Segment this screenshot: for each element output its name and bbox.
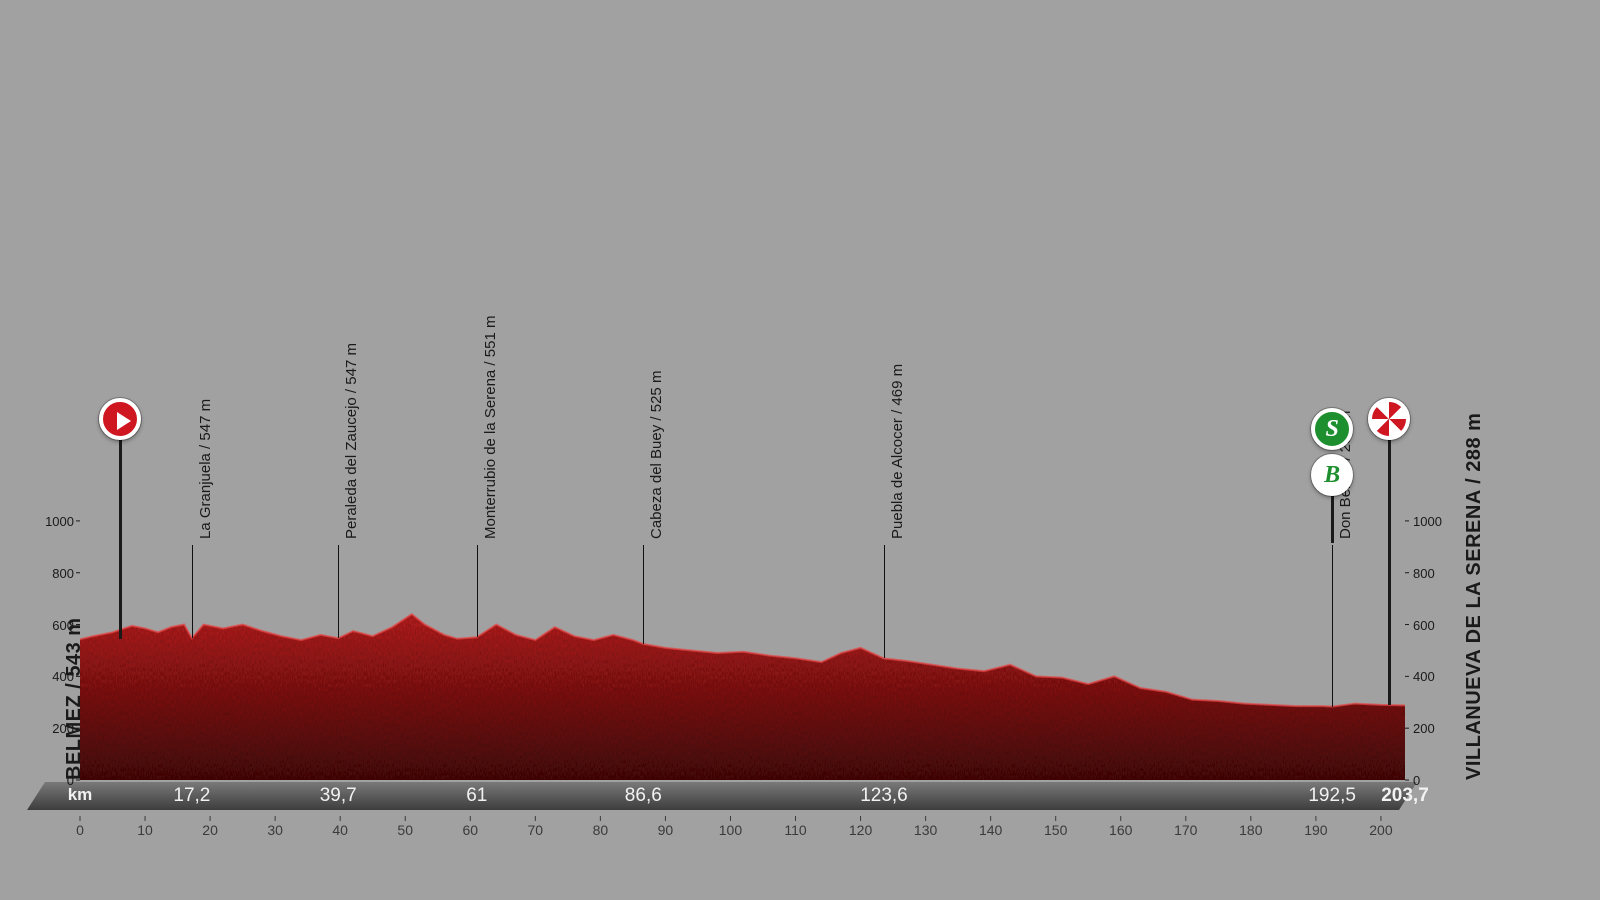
elevation-profile-chart: BELMEZ / 543 m VILLANUEVA DE LA SERENA /…: [0, 0, 1600, 900]
sprint-bonus-pin: SB: [1311, 408, 1353, 543]
x-tick: 120: [849, 822, 872, 838]
town-marker-line: [643, 545, 644, 644]
x-tick: 110: [784, 822, 806, 838]
x-tick: 30: [267, 822, 283, 838]
y-tick-right: 1000: [1413, 514, 1442, 529]
sprint-icon: S: [1311, 408, 1353, 450]
y-tick-right: 800: [1413, 566, 1435, 581]
km-band-marker: 17,2: [173, 785, 210, 807]
x-tick: 180: [1239, 822, 1262, 838]
x-tick: 140: [979, 822, 1002, 838]
town-label: Peraleda del Zaucejo / 547 m: [343, 343, 360, 539]
start-label: BELMEZ / 543 m: [63, 617, 86, 780]
x-tick: 190: [1304, 822, 1327, 838]
pin-stick: [1388, 440, 1391, 705]
x-tick: 90: [658, 822, 674, 838]
y-tick-left: 400: [52, 669, 74, 684]
finish-pin: [1368, 398, 1410, 705]
x-tick: 200: [1369, 822, 1392, 838]
town-marker-line: [1332, 545, 1333, 707]
x-tick: 100: [719, 822, 742, 838]
y-tick-left: 600: [52, 618, 74, 633]
start-pin: [99, 398, 141, 639]
km-band-marker: 86,6: [625, 785, 662, 807]
x-tick: 50: [397, 822, 413, 838]
town-marker-line: [338, 545, 339, 638]
x-tick: 10: [137, 822, 153, 838]
town-marker-line: [884, 545, 885, 658]
pin-stick: [119, 440, 122, 639]
finish-label: VILLANUEVA DE LA SERENA / 288 m: [1463, 413, 1486, 780]
x-tick: 0: [76, 822, 84, 838]
start-icon: [99, 398, 141, 440]
x-tick: 60: [462, 822, 478, 838]
y-tick-left: 200: [52, 721, 74, 736]
town-label: Cabeza del Buey / 525 m: [648, 371, 665, 539]
km-band-marker: 61: [466, 785, 487, 807]
finish-icon: [1368, 398, 1410, 440]
x-tick: 130: [914, 822, 937, 838]
km-band-marker: 192,5: [1308, 785, 1356, 807]
x-tick: 70: [528, 822, 544, 838]
town-marker-line: [192, 545, 193, 638]
x-tick: 160: [1109, 822, 1132, 838]
town-label: Monterrubio de la Serena / 551 m: [482, 316, 499, 539]
km-band-marker: 123,6: [860, 785, 908, 807]
y-tick-left: 1000: [45, 514, 74, 529]
y-tick-right: 600: [1413, 618, 1435, 633]
km-band-marker: 203,7: [1381, 785, 1429, 807]
town-label: Puebla de Alcocer / 469 m: [889, 364, 906, 539]
pin-stick: [1331, 496, 1334, 543]
x-tick: 80: [593, 822, 609, 838]
x-tick: 20: [202, 822, 218, 838]
y-tick-right: 400: [1413, 669, 1435, 684]
x-tick: 40: [332, 822, 348, 838]
town-marker-line: [477, 545, 478, 637]
km-band-unit: km: [68, 785, 93, 805]
x-tick: 150: [1044, 822, 1067, 838]
x-tick: 170: [1174, 822, 1197, 838]
bonus-icon: B: [1311, 454, 1353, 496]
town-label: La Granjuela / 547 m: [197, 399, 214, 539]
y-tick-right: 200: [1413, 721, 1435, 736]
km-band-marker: 39,7: [320, 785, 357, 807]
y-tick-left: 800: [52, 566, 74, 581]
profile-svg: [0, 0, 1600, 900]
